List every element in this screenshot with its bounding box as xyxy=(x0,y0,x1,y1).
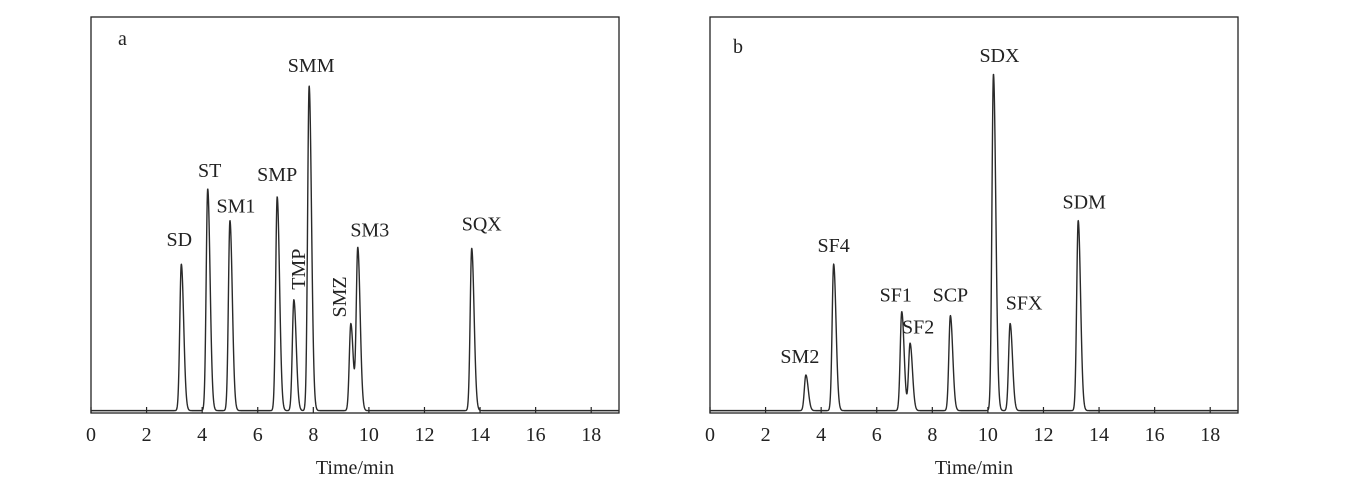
panel-b: b 0 2 4 6 8 10 12 14 16 18 SM2SF4SF1SF2SCPSDXSFXS… xyxy=(705,16,1239,479)
x-tick-label: 2 xyxy=(761,424,771,446)
x-tick-label: 6 xyxy=(872,424,882,446)
x-tick-label: 18 xyxy=(1200,424,1220,446)
peak-label: SFX xyxy=(1006,293,1043,315)
peak-label: SM2 xyxy=(780,346,819,368)
chromatogram-trace-b xyxy=(709,73,1239,412)
x-tick-label: 0 xyxy=(86,424,96,446)
plot-frame-a xyxy=(90,16,620,414)
peak-label: SMZ xyxy=(329,276,351,317)
plot-frame-b xyxy=(709,16,1239,414)
x-tick-label: 8 xyxy=(308,424,318,446)
peak-label: SF4 xyxy=(818,235,850,257)
x-tick-label: 10 xyxy=(359,424,379,446)
x-ticks-a: 0 2 4 6 8 10 12 14 16 18 xyxy=(86,407,601,446)
peak-label: ST xyxy=(198,160,221,182)
peak-label: SMP xyxy=(257,164,297,186)
x-tick-label: 4 xyxy=(197,424,207,446)
peak-label: TMP xyxy=(288,249,310,290)
x-tick-label: 14 xyxy=(470,424,490,446)
x-tick-label: 12 xyxy=(414,424,434,446)
x-tick-label: 6 xyxy=(253,424,263,446)
x-tick-label: 12 xyxy=(1033,424,1053,446)
peak-label: SMM xyxy=(288,55,335,77)
peak-label: SDM xyxy=(1063,192,1107,214)
x-axis-title-b: Time/min xyxy=(935,457,1013,479)
peak-label: SM3 xyxy=(350,219,389,241)
peak-label: SQX xyxy=(462,213,503,235)
peak-labels-b: SM2 SF4 SF1 SF2 SCP SDX SFX SDM xyxy=(780,45,1106,368)
x-tick-label: 2 xyxy=(142,424,152,446)
peak-label: SF1 xyxy=(880,285,912,307)
peak-label: SF2 xyxy=(902,316,934,338)
x-tick-label: 4 xyxy=(816,424,826,446)
chromatogram-trace-a xyxy=(90,85,620,412)
x-tick-label: 16 xyxy=(1145,424,1165,446)
peak-label: SDX xyxy=(979,45,1020,67)
x-tick-label: 18 xyxy=(581,424,601,446)
x-tick-label: 16 xyxy=(526,424,546,446)
peak-label: SD xyxy=(167,229,193,251)
x-tick-label: 10 xyxy=(978,424,998,446)
x-tick-label: 0 xyxy=(705,424,715,446)
panel-letter-a: a xyxy=(118,28,127,50)
x-tick-label: 14 xyxy=(1089,424,1109,446)
x-tick-label: 8 xyxy=(927,424,937,446)
x-axis-title-a: Time/min xyxy=(316,457,394,479)
peak-label: SM1 xyxy=(216,196,255,218)
peak-label: SCP xyxy=(933,285,969,307)
panel-letter-b: b xyxy=(733,36,743,58)
